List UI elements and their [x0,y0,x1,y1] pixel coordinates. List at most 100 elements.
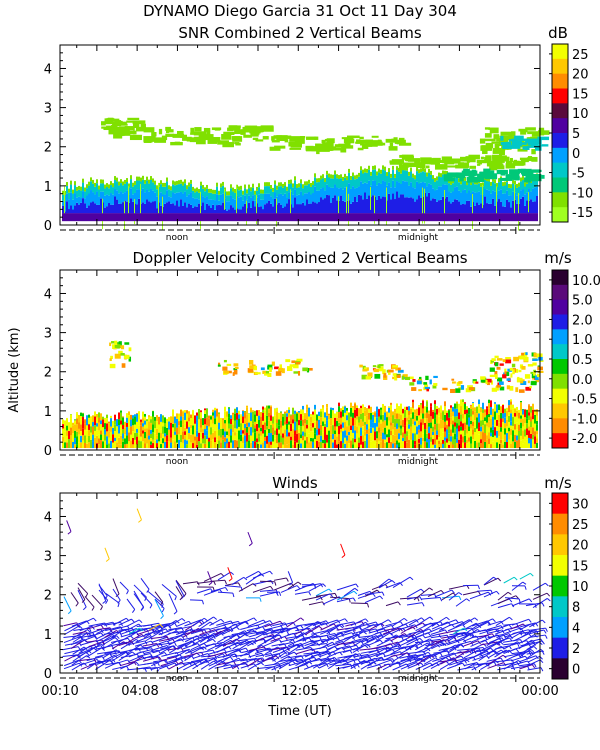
velocity-cell [68,422,70,426]
wind-barb [190,629,205,635]
velocity-cell [452,424,454,433]
wind-barb-flag [93,617,97,622]
snr-cell [238,190,240,198]
velocity-cell [462,423,464,431]
velocity-cell [454,403,456,409]
velocity-cell [484,409,486,413]
wind-barb [158,662,175,670]
wind-barb [143,626,161,630]
wind-barb-flag [430,654,434,659]
snr-cell [84,191,86,199]
velocity-cell [382,414,384,422]
velocity-cell [340,432,342,442]
wind-barb [335,649,351,654]
snr-cell [386,176,388,186]
velocity-cell [430,441,432,449]
snr-cell [448,201,450,214]
colorbar-swatch [552,359,568,375]
velocity-cell [66,430,68,436]
velocity-cell [520,440,522,449]
snr-cell [434,198,436,214]
snr-cell [296,204,298,214]
snr-cell [226,195,228,202]
snr-cloud-cell [514,135,524,141]
velocity-cell [172,427,174,434]
velocity-cell [222,428,224,436]
colorbar-swatch [552,314,568,330]
snr-cell [100,191,102,199]
velocity-cell [266,429,268,436]
snr-cloud-cell [492,157,505,163]
velocity-cell [222,439,224,449]
wind-barb [70,638,84,646]
velocity-cell [428,422,430,427]
snr-cell [284,193,286,207]
snr-cell [382,165,384,170]
velocity-cell [182,416,184,425]
velocity-cell [150,416,152,420]
velocity-cell [124,438,126,445]
snr-cell [198,192,200,200]
velocity-cell [380,441,382,449]
snr-cell [380,183,382,199]
snr-cloud-cell [174,141,180,144]
velocity-cell [214,407,216,411]
snr-cell [234,199,236,210]
snr-cell [268,182,270,187]
snr-cell [332,197,334,214]
wind-barb [184,619,202,627]
velocity-cell [130,434,132,441]
velocity-cell [310,422,312,427]
velocity-cell [308,433,310,443]
wind-barb [329,618,346,626]
velocity-cell [210,434,212,441]
snr-cell [258,183,260,188]
velocity-cell [396,428,398,436]
velocity-cell [476,433,478,443]
velocity-cell [196,430,198,437]
velocity-cell [330,439,332,449]
velocity-cell [90,426,92,433]
velocity-cell [366,415,368,425]
velocity-cell [98,412,100,418]
velocity-cell [524,409,526,418]
wind-barb [342,663,358,669]
velocity-cell [204,443,206,449]
snr-cell [174,181,176,186]
velocity-cell [474,411,476,421]
snr-cell [292,187,294,195]
snr-cloud-cell [490,164,499,169]
snr-cloud-cell [123,126,131,130]
snr-cell [238,197,240,210]
velocity-cell [174,441,176,449]
wind-barb [351,637,367,643]
velocity-cell [270,441,272,445]
velocity-cell [452,420,454,425]
snr-cell [384,181,386,198]
velocity-cell [106,418,108,424]
velocity-cell [212,412,214,416]
wind-barb [367,623,382,627]
wind-barb [182,643,199,650]
velocity-cell [84,442,86,449]
colorbar-label: -2.0 [572,432,597,447]
snr-cell [254,206,256,214]
velocity-cell [146,436,148,444]
snr-cell [74,193,76,206]
velocity-cell [168,429,170,438]
snr-cell [76,190,78,198]
velocity-cell [326,415,328,421]
snr-cell [510,184,512,189]
snr-cell [150,188,152,203]
velocity-cell [510,443,512,449]
snr-cell [404,181,406,198]
velocity-cell [498,442,500,449]
velocity-cell [94,425,96,431]
velocity-cloud-cell [296,358,303,362]
snr-cell [520,198,522,214]
snr-cloud-cell [522,171,532,177]
velocity-cloud-cell [306,367,310,373]
velocity-cell [238,418,240,427]
snr-cloud-cell [511,143,521,149]
velocity-cell [312,423,314,428]
